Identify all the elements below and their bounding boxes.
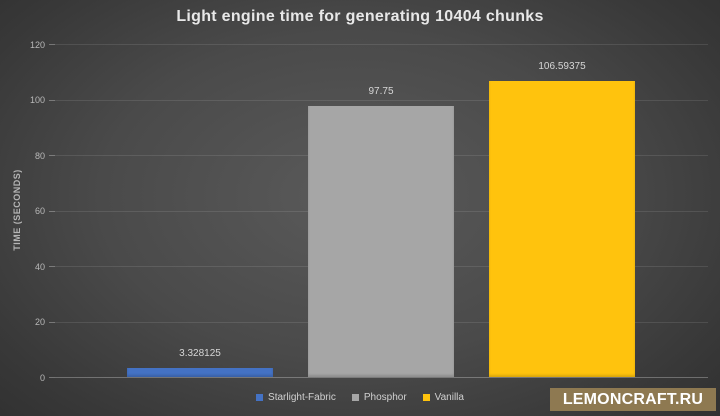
legend-label-phosphor: Phosphor bbox=[363, 391, 407, 403]
bar-vanilla bbox=[489, 81, 635, 377]
legend-swatch-phosphor bbox=[351, 393, 359, 401]
y-tick-mark bbox=[49, 377, 55, 378]
gridline bbox=[55, 99, 708, 101]
y-tick-label: 60 bbox=[34, 206, 45, 216]
y-tick-mark bbox=[49, 210, 55, 212]
chart-title: Light engine time for generating 10404 c… bbox=[176, 8, 544, 25]
x-axis-line bbox=[55, 377, 708, 378]
y-tick-mark bbox=[49, 266, 55, 267]
y-tick-label: 120 bbox=[29, 39, 45, 50]
legend-label-vanilla: Vanilla bbox=[434, 391, 464, 403]
y-tick-label: 0 bbox=[39, 372, 45, 383]
y-tick-mark bbox=[49, 99, 55, 101]
legend-item-phosphor: Phosphor bbox=[351, 391, 407, 403]
bar-phosphor bbox=[308, 105, 454, 377]
legend-swatch-starlight-fabric bbox=[256, 393, 264, 401]
bar-value-label-vanilla: 106.59375 bbox=[538, 61, 586, 73]
bar-value-label-phosphor: 97.75 bbox=[368, 85, 394, 97]
y-tick-label: 20 bbox=[34, 317, 45, 327]
y-tick-mark bbox=[49, 321, 55, 323]
legend: Starlight-Fabric Phosphor Vanilla bbox=[0, 389, 720, 405]
legend-item-starlight-fabric: Starlight-Fabric bbox=[256, 392, 336, 403]
y-tick-label: 40 bbox=[34, 261, 45, 272]
bar-starlight-fabric bbox=[127, 367, 273, 377]
y-tick-mark bbox=[49, 155, 55, 156]
legend-swatch-vanilla bbox=[422, 393, 430, 401]
watermark-text: LEMONCRAFT.RU bbox=[562, 390, 704, 408]
legend-label-starlight-fabric: Starlight-Fabric bbox=[268, 391, 336, 403]
y-axis-title: TIME (SECONDS) bbox=[12, 169, 22, 251]
y-tick-label: 80 bbox=[34, 150, 45, 161]
gridline bbox=[55, 44, 708, 45]
legend-item-vanilla: Vanilla bbox=[422, 391, 464, 403]
y-tick-mark bbox=[49, 44, 55, 45]
y-tick-label: 100 bbox=[29, 95, 45, 105]
watermark: LEMONCRAFT.RU bbox=[550, 388, 716, 411]
bar-value-label-starlight-fabric: 3.328125 bbox=[179, 347, 221, 359]
